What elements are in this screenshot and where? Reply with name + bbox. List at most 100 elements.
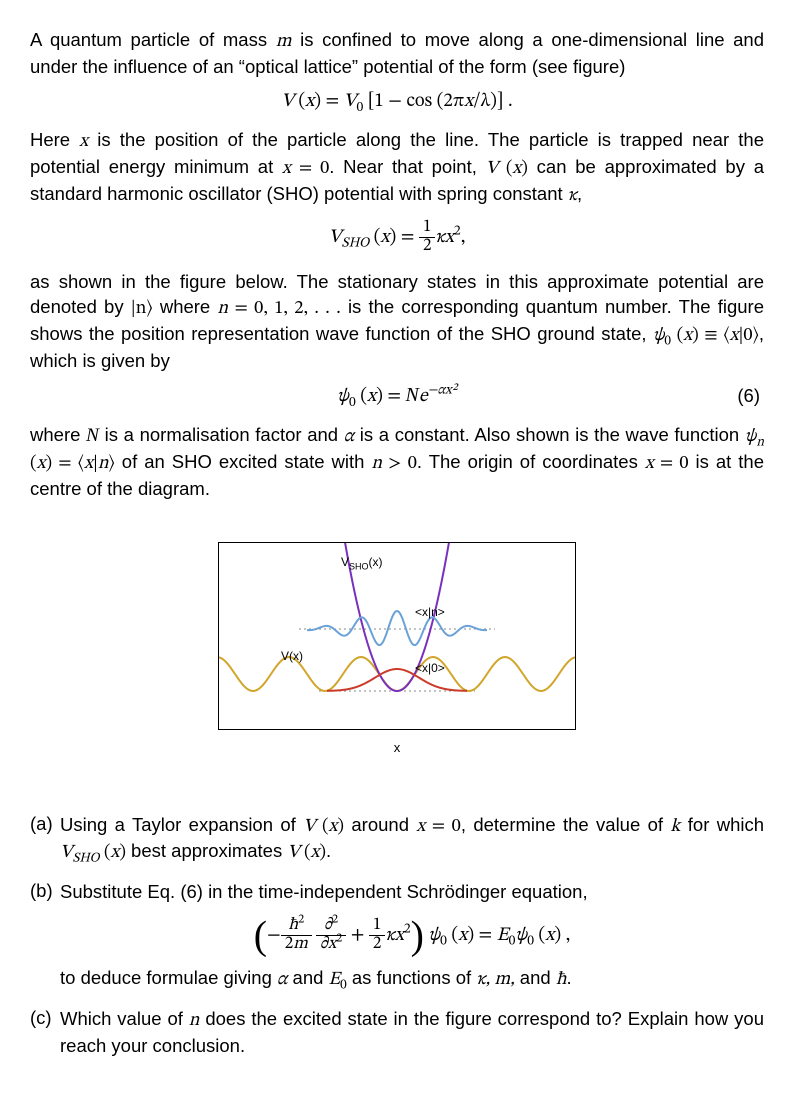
- cal-N: N: [406, 384, 419, 406]
- eq-inline: V: [303, 818, 322, 836]
- question-a: (a) Using a Taylor expansion of V (x) ar…: [30, 813, 764, 867]
- eq-text: V: [344, 92, 357, 111]
- text: for which: [680, 814, 764, 835]
- eq-inline: SHO: [73, 853, 100, 866]
- intro-p1: A quantum particle of mass m is confined…: [30, 28, 764, 80]
- eq-inline: x: [645, 455, 660, 473]
- text: Substitute Eq. (6) in the time-independe…: [60, 880, 764, 905]
- frac-den: 2: [419, 238, 435, 256]
- label-sub: SHO: [349, 561, 369, 571]
- text: is a constant. Also shown is the wave fu…: [354, 424, 745, 445]
- eq-text: x: [305, 92, 314, 111]
- ket: |n⟩: [131, 300, 153, 318]
- eq-text: ψ: [337, 387, 349, 406]
- fraction: ∂2∂x2: [316, 917, 346, 954]
- eq-text: V: [281, 92, 298, 111]
- figure-label-x0: <x|0>: [415, 661, 445, 675]
- text: ,: [577, 183, 582, 204]
- var-hbar: ħ: [556, 971, 567, 989]
- cal-N: N: [86, 425, 99, 446]
- figure-label-xn: <x|n>: [415, 605, 445, 619]
- text: and: [287, 967, 328, 988]
- eq-text: κx: [385, 926, 404, 945]
- eq-inline: n: [371, 455, 388, 473]
- text: Here: [30, 129, 79, 150]
- eq-text: −: [267, 926, 281, 945]
- intro-p3: as shown in the figure below. The statio…: [30, 270, 764, 374]
- question-letter: (c): [30, 1007, 60, 1059]
- var-alpha: α: [344, 428, 354, 446]
- eq-inline: = 0: [432, 818, 461, 836]
- fraction: 12: [419, 219, 435, 256]
- frac-den: 2m: [281, 936, 312, 954]
- eq-inline: (: [30, 455, 37, 473]
- eq-inline: x: [282, 160, 299, 178]
- text: , determine the value of: [461, 814, 671, 835]
- equation-number: (6): [737, 385, 760, 407]
- eq-text: [1 − cos (2π: [363, 92, 464, 111]
- label-tail: (x): [369, 555, 383, 569]
- eq-text: ) =: [376, 387, 405, 406]
- var-n: n: [189, 1012, 200, 1030]
- var-kappa: κ: [568, 187, 577, 205]
- eq-text: SHO: [342, 238, 370, 251]
- eq-inline: = 0, 1, 2, . . .: [234, 300, 340, 318]
- eq-inline: x: [110, 844, 119, 862]
- eq-text: x: [380, 228, 389, 247]
- eq-inline: (: [322, 818, 329, 836]
- eq-text: e: [419, 387, 428, 406]
- eq-inline: x: [512, 160, 521, 178]
- eq-text: V: [329, 228, 342, 247]
- eq-text: 0: [349, 396, 356, 409]
- eq-inline: (: [304, 844, 311, 862]
- eq-inline: = 0: [660, 455, 689, 473]
- eq-text: /λ)]: [473, 92, 503, 111]
- text: to deduce formulae giving: [60, 967, 277, 988]
- eq-text: E: [497, 926, 509, 945]
- eq-inline: n: [217, 300, 234, 318]
- equation-psi0: ψ0 (x) = Ne−αx² (6): [30, 384, 764, 409]
- eq-inline: κ, m,: [476, 971, 514, 989]
- figure-svg: [219, 543, 575, 729]
- eq-text: 0: [527, 936, 534, 949]
- question-b: (b) Substitute Eq. (6) in the time-indep…: [30, 880, 764, 993]
- var-m: m: [276, 33, 292, 51]
- text: and: [515, 967, 556, 988]
- eq-inline: V: [60, 844, 73, 862]
- text: . The origin of coordinates: [417, 451, 645, 472]
- figure-label-vsho: VSHO(x): [341, 555, 383, 569]
- text: where: [153, 296, 218, 317]
- eq-text: .: [504, 92, 513, 111]
- eq-inline: ψ: [745, 428, 756, 446]
- equation-lattice: V (x) = V0 [1 − cos (2πx/λ)] .: [30, 90, 764, 114]
- page: A quantum particle of mass m is confined…: [0, 0, 794, 1101]
- eq-inline: x: [84, 455, 93, 473]
- eq-text: +: [346, 926, 369, 945]
- var-alpha: α: [277, 971, 287, 989]
- eq-inline: > 0: [388, 455, 417, 473]
- label-text: V: [341, 555, 349, 569]
- text: as functions of: [347, 967, 477, 988]
- var-k: k: [670, 818, 680, 836]
- eq-inline: V: [287, 844, 304, 862]
- frac-den: 2: [369, 936, 385, 954]
- eq-inline: ψ: [653, 327, 664, 345]
- eq-inline: = 0: [299, 160, 329, 178]
- eq-inline: ) = ⟨: [45, 455, 84, 473]
- frac-num: 1: [419, 219, 435, 238]
- eq-inline: ): [119, 844, 126, 862]
- text: where: [30, 424, 86, 445]
- paren: (: [254, 913, 267, 958]
- eq-inline: (: [99, 844, 110, 862]
- figure: VSHO(x) <x|n> V (x) <x|0>: [218, 542, 576, 730]
- paren: ): [411, 913, 424, 958]
- question-body: Substitute Eq. (6) in the time-independe…: [60, 880, 764, 993]
- eq-inline: x: [683, 327, 692, 345]
- eq-text: κx: [435, 228, 454, 247]
- intro-p4: where N is a normalisation factor and α …: [30, 423, 764, 502]
- text: Using a Taylor expansion of: [60, 814, 303, 835]
- eq-inline: n: [756, 436, 764, 449]
- eq-inline: ) ≡ ⟨: [692, 327, 729, 345]
- text: . Near that point,: [329, 156, 485, 177]
- eq-text: x: [545, 926, 554, 945]
